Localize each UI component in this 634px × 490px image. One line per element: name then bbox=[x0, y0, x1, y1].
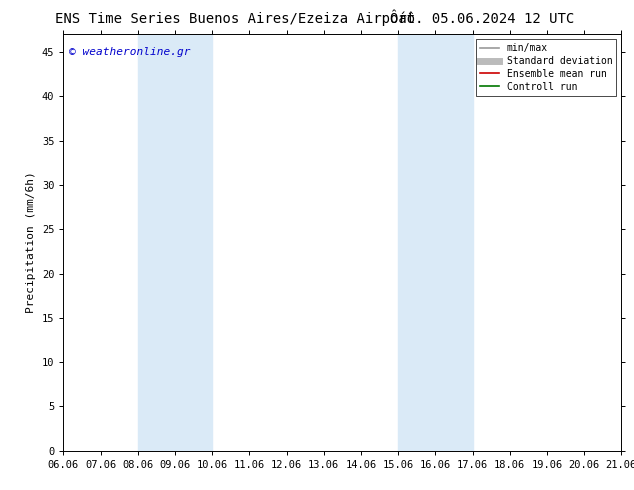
Text: © weatheronline.gr: © weatheronline.gr bbox=[69, 47, 190, 57]
Y-axis label: Precipitation (mm/6h): Precipitation (mm/6h) bbox=[27, 172, 36, 314]
Text: ENS Time Series Buenos Aires/Ezeiza Airport: ENS Time Series Buenos Aires/Ezeiza Airp… bbox=[55, 12, 415, 26]
Bar bbox=[398, 34, 472, 451]
Legend: min/max, Standard deviation, Ensemble mean run, Controll run: min/max, Standard deviation, Ensemble me… bbox=[476, 39, 616, 96]
Text: Ôáô. 05.06.2024 12 UTC: Ôáô. 05.06.2024 12 UTC bbox=[390, 12, 574, 26]
Bar bbox=[138, 34, 212, 451]
